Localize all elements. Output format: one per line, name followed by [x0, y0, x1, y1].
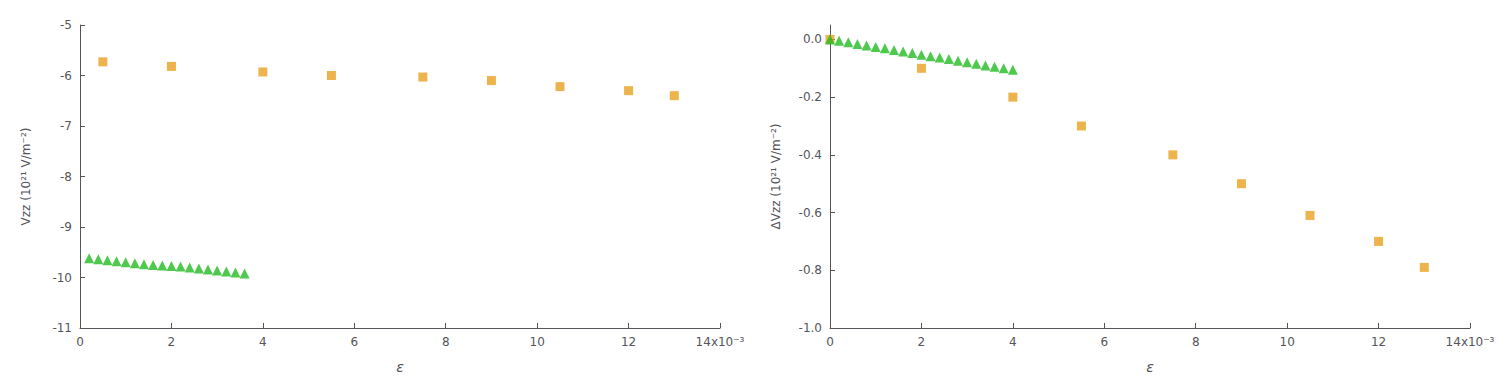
svg-text:-8: -8: [60, 170, 72, 184]
svg-text:-7: -7: [60, 119, 72, 133]
svg-text:2: 2: [918, 335, 926, 349]
svg-text:4: 4: [1009, 335, 1017, 349]
svg-text:-5: -5: [60, 18, 72, 32]
svg-text:-10: -10: [52, 271, 72, 285]
svg-text:12: 12: [1371, 335, 1386, 349]
svg-text:10: 10: [1280, 335, 1295, 349]
svg-text:0: 0: [826, 335, 834, 349]
svg-text:12: 12: [621, 335, 636, 349]
svg-text:0: 0: [76, 335, 84, 349]
svg-text:2: 2: [168, 335, 176, 349]
svg-text:ε: ε: [396, 359, 404, 375]
svg-text:0.0: 0.0: [803, 32, 822, 46]
svg-text:8: 8: [442, 335, 450, 349]
svg-text:-0.4: -0.4: [799, 148, 822, 162]
svg-text:ε: ε: [1146, 359, 1154, 375]
svg-text:10: 10: [530, 335, 545, 349]
svg-text:6: 6: [1100, 335, 1108, 349]
svg-text:-0.8: -0.8: [799, 263, 822, 277]
svg-text:14x10⁻³: 14x10⁻³: [1446, 335, 1495, 349]
svg-text:-0.6: -0.6: [799, 206, 822, 220]
svg-text:Vzz (10²¹ V/m⁻²): Vzz (10²¹ V/m⁻²): [19, 128, 33, 226]
svg-text:-0.2: -0.2: [799, 90, 822, 104]
svg-text:-9: -9: [60, 220, 72, 234]
svg-text:8: 8: [1192, 335, 1200, 349]
svg-text:ΔVzz (10²¹ V/m⁻²): ΔVzz (10²¹ V/m⁻²): [769, 124, 783, 230]
svg-text:4: 4: [259, 335, 267, 349]
svg-text:6: 6: [350, 335, 358, 349]
svg-text:-1.0: -1.0: [799, 321, 822, 335]
svg-text:14x10⁻³: 14x10⁻³: [696, 335, 745, 349]
svg-text:-6: -6: [60, 69, 72, 83]
svg-text:-11: -11: [52, 321, 72, 335]
